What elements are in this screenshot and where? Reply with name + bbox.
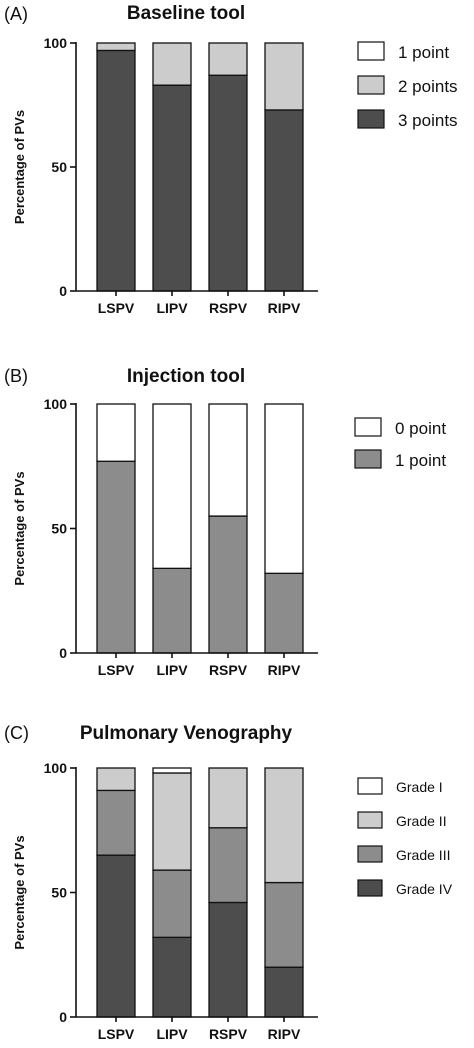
panel-label: (A) — [4, 4, 28, 24]
legend: Grade I Grade II Grade III Grade IV — [357, 777, 453, 897]
x-tick-label-ripv: RIPV — [268, 1026, 301, 1042]
legend-label: Grade IV — [396, 881, 453, 897]
chart-title: Injection tool — [127, 366, 245, 387]
x-tick-label-rspv: RSPV — [209, 662, 248, 678]
panel-label: (C) — [4, 723, 29, 743]
bar-lipv-grade-iv — [152, 936, 192, 1018]
legend: 0 point 1 point — [354, 417, 446, 470]
y-axis-label: Percentage of PVs — [12, 835, 27, 949]
chart-title: Baseline tool — [127, 3, 245, 24]
legend-label: 1 point — [398, 43, 449, 62]
bar-lipv-0-point — [152, 403, 192, 569]
y-tick-label: 100 — [44, 396, 68, 412]
y-axis-label: Percentage of PVs — [12, 110, 27, 224]
x-tick-label-rspv: RSPV — [209, 300, 248, 316]
bar-rspv-grade-iv — [208, 901, 248, 1018]
bar-ripv-2-points — [264, 42, 304, 111]
bar-lipv-1-point — [152, 567, 192, 654]
bar-lipv-grade-iii — [152, 869, 192, 938]
y-tick-label: 100 — [44, 35, 68, 51]
y-tick-label: 0 — [59, 1009, 67, 1025]
bar-ripv-grade-ii — [264, 767, 304, 884]
legend-label: 2 points — [398, 77, 458, 96]
bar-lspv-grade-ii — [96, 767, 136, 792]
bar-lspv-0-point — [96, 403, 136, 462]
legend-label: 3 points — [398, 111, 458, 130]
bar-ripv-3-points — [264, 109, 304, 292]
bar-ripv-grade-iv — [264, 966, 304, 1018]
y-tick-label: 0 — [59, 283, 67, 299]
bar-rspv-grade-iii — [208, 827, 248, 904]
y-tick-label: 50 — [51, 159, 67, 175]
y-tick-label: 50 — [51, 521, 67, 537]
legend-label: Grade I — [396, 779, 443, 795]
bar-ripv-grade-iii — [264, 881, 304, 968]
bar-lspv-2-points — [96, 42, 136, 52]
legend-label: 1 point — [395, 451, 446, 470]
chart-panel-3: (C) Pulmonary Venography Percentage of PVs… — [4, 723, 453, 1042]
y-axis-label: Percentage of PVs — [12, 471, 27, 585]
legend-label: Grade III — [396, 847, 450, 863]
bar-lipv-grade-ii — [152, 772, 192, 871]
x-tick-label-rspv: RSPV — [209, 1026, 248, 1042]
panel-label: (B) — [4, 366, 28, 386]
bar-lipv-grade-i — [152, 767, 192, 774]
legend-swatch — [357, 75, 385, 95]
bar-lspv-1-point — [96, 460, 136, 654]
bar-lspv-grade-iii — [96, 789, 136, 856]
legend-swatch — [354, 449, 382, 469]
bar-lspv-grade-iv — [96, 854, 136, 1018]
x-tick-label-ripv: RIPV — [268, 300, 301, 316]
legend-swatch — [354, 417, 382, 437]
x-tick-label-lspv: LSPV — [98, 662, 135, 678]
bar-ripv-1-point — [264, 572, 304, 654]
y-tick-label: 100 — [44, 760, 68, 776]
chart-panel-1: (A) Baseline tool Percentage of PVs 0 50 100 L… — [4, 3, 458, 316]
x-tick-label-lipv: LIPV — [156, 300, 188, 316]
bar-lipv-2-points — [152, 42, 192, 86]
x-tick-label-ripv: RIPV — [268, 662, 301, 678]
bar-rspv-1-point — [208, 515, 248, 654]
legend-swatch — [357, 845, 383, 863]
x-tick-label-lipv: LIPV — [156, 662, 188, 678]
legend-swatch — [357, 811, 383, 829]
chart-title: Pulmonary Venography — [80, 723, 293, 744]
bar-rspv-2-points — [208, 42, 248, 76]
legend-swatch — [357, 879, 383, 897]
bar-rspv-3-points — [208, 74, 248, 292]
x-tick-label-lspv: LSPV — [98, 1026, 135, 1042]
legend: 1 point 2 points 3 points — [357, 41, 458, 130]
bar-ripv-0-point — [264, 403, 304, 574]
bar-rspv-0-point — [208, 403, 248, 517]
legend-swatch — [357, 41, 385, 61]
bar-rspv-grade-ii — [208, 767, 248, 829]
x-tick-label-lspv: LSPV — [98, 300, 135, 316]
chart-panel-2: (B) Injection tool Percentage of PVs 0 50 100… — [4, 366, 446, 678]
x-tick-label-lipv: LIPV — [156, 1026, 188, 1042]
y-tick-label: 50 — [51, 885, 67, 901]
bar-lspv-3-points — [96, 49, 136, 292]
legend-swatch — [357, 777, 383, 795]
y-tick-label: 0 — [59, 645, 67, 661]
bar-lipv-3-points — [152, 84, 192, 292]
legend-label: Grade II — [396, 813, 447, 829]
legend-swatch — [357, 109, 385, 129]
legend-label: 0 point — [395, 419, 446, 438]
